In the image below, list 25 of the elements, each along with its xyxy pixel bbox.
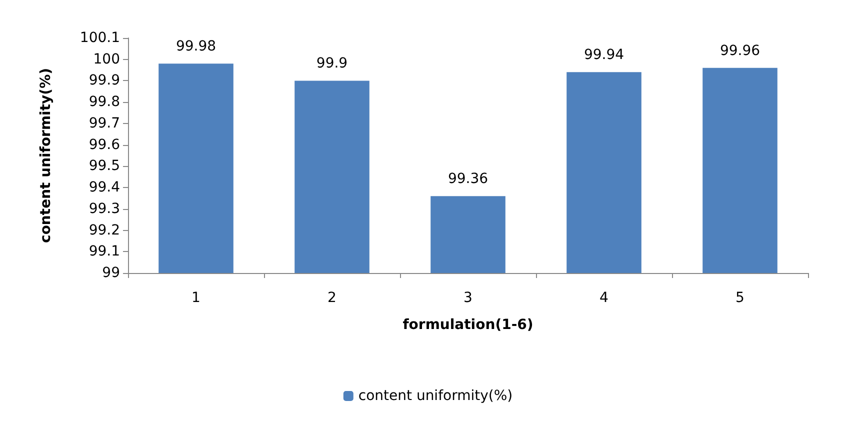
x-tick-label: 2 [328, 290, 336, 306]
data-label: 99.9 [316, 56, 348, 72]
x-tick-label: 1 [192, 290, 200, 306]
y-tick-label: 99.8 [88, 94, 120, 110]
data-label: 99.96 [720, 42, 760, 59]
y-tick-label: 99 [102, 265, 120, 281]
y-tick-label: 99.1 [88, 244, 120, 260]
y-tick-label: 99.7 [88, 115, 120, 132]
y-tick-label: 99.4 [88, 180, 120, 196]
data-label: 99.94 [584, 47, 624, 64]
x-axis-title: formulation(1-6) [402, 317, 534, 333]
y-axis-title: content uniformity(%) [38, 68, 54, 243]
x-tick-label: 4 [600, 290, 609, 306]
y-tick-label: 100.1 [80, 30, 120, 46]
y-tick-label: 99.2 [88, 222, 120, 238]
x-tick-label: 5 [736, 290, 744, 306]
data-label: 99.36 [448, 171, 488, 188]
y-tick-label: 99.6 [88, 136, 120, 153]
legend-label: content uniformity(%) [358, 388, 513, 404]
y-tick-label: 99.9 [88, 72, 120, 89]
data-label: 99.98 [176, 38, 216, 55]
y-tick-label: 99.5 [88, 158, 120, 174]
y-tick-label: 99.3 [88, 200, 120, 217]
y-tick-label: 100 [93, 51, 120, 68]
x-tick-label: 3 [464, 290, 472, 306]
